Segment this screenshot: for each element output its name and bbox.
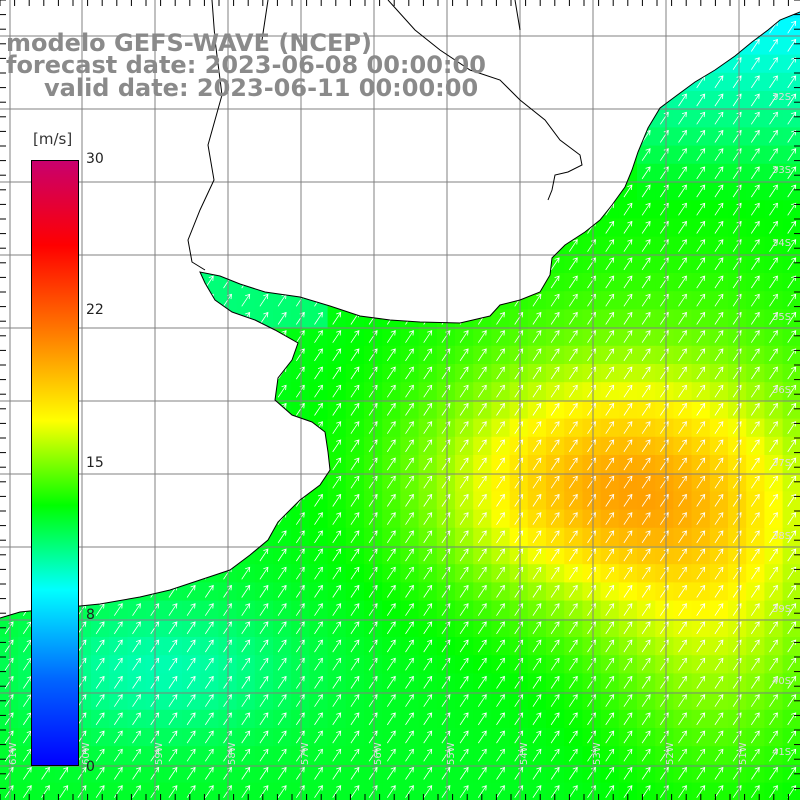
land-boundary: [261, 0, 269, 41]
lon-label: 61W: [8, 742, 19, 765]
colorbar-tick-15: 15: [86, 455, 104, 471]
lon-label: 60W: [81, 742, 92, 765]
valid-date: valid date: 2023-06-11 00:00:00: [44, 74, 479, 102]
colorbar-unit: [m/s]: [33, 130, 73, 148]
lon-label: 57W: [300, 742, 311, 765]
lat-label: 39S: [772, 604, 791, 615]
land-boundary: [387, 0, 583, 201]
colorbar-tick-0: 0: [86, 759, 95, 775]
land-boundary: [187, 0, 223, 271]
lat-label: 36S: [772, 385, 791, 396]
colorbar-tick-8: 8: [86, 607, 95, 623]
lon-label: 54W: [519, 742, 530, 765]
colorbar-tick-22: 22: [86, 302, 104, 318]
lat-label: 32S: [772, 92, 791, 103]
lon-label: 51W: [738, 742, 749, 765]
lat-label: 34S: [772, 238, 791, 249]
lon-label: 56W: [373, 742, 384, 765]
colorbar: [31, 160, 79, 766]
lon-label: 58W: [227, 742, 238, 765]
model-title: modelo GEFS-WAVE (NCEP): [6, 29, 372, 57]
lon-label: 53W: [592, 742, 603, 765]
lon-label: 52W: [665, 742, 676, 765]
lat-label: 38S: [772, 531, 791, 542]
colorbar-tick-30: 30: [86, 151, 104, 167]
forecast-date: forecast date: 2023-06-08 00:00:00: [6, 51, 486, 79]
lat-label: 35S: [772, 312, 791, 323]
lat-label: 40S: [772, 676, 791, 687]
lat-label: 41S: [772, 747, 791, 758]
lon-label: 59W: [154, 742, 165, 765]
coastline: [0, 11, 800, 619]
lat-label: 33S: [772, 165, 791, 176]
lat-label: 37S: [772, 458, 791, 469]
land-boundary: [514, 0, 521, 31]
lon-label: 55W: [446, 742, 457, 765]
